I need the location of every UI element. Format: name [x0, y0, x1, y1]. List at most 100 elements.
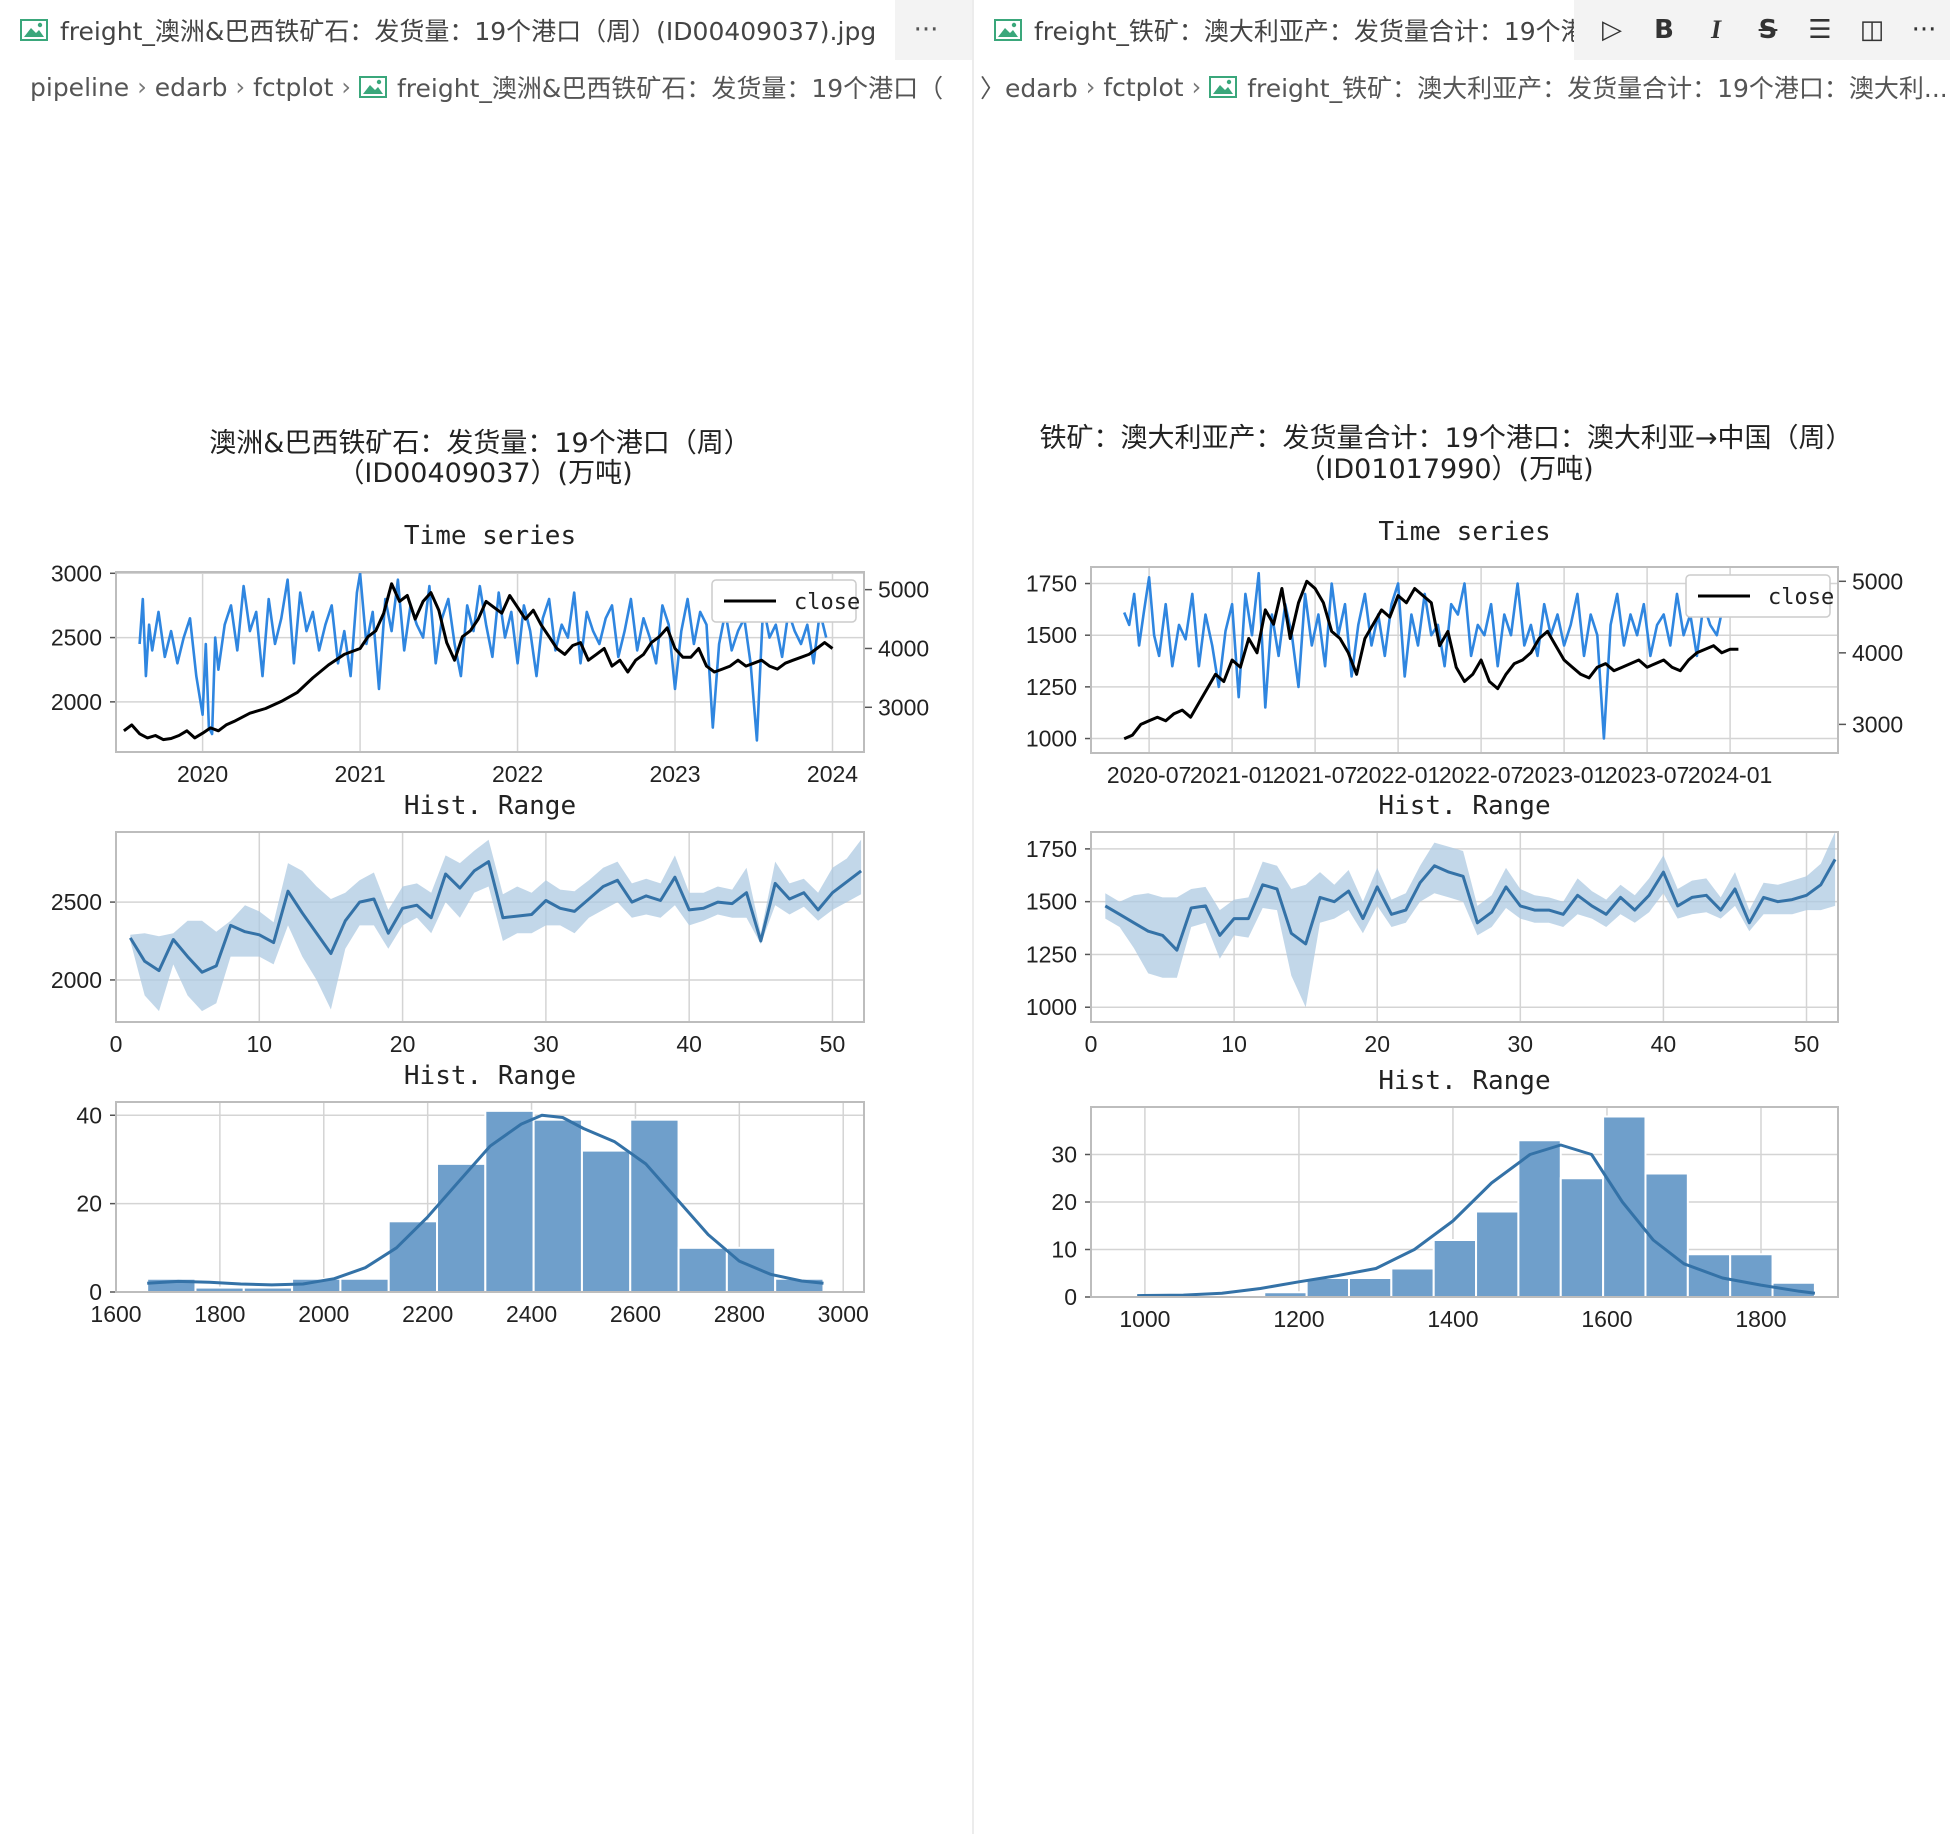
x-tick-label: 1200	[1273, 1306, 1324, 1332]
subplot-frame	[115, 831, 865, 1023]
breadcrumb-chevron-icon: ›	[1191, 73, 1202, 101]
right-tab-bar: freight_铁矿：澳大利亚产：发货量合计：19个港口：澳大利亚→中国（周）(…	[974, 0, 1950, 60]
histogram-bar	[339, 1277, 390, 1293]
histogram-bar	[484, 1109, 535, 1294]
x-tick-label: 2600	[610, 1301, 661, 1327]
value-series-line	[1122, 571, 1732, 740]
confidence-band	[130, 839, 862, 1012]
subplot-frame	[1090, 1106, 1839, 1298]
breadcrumb-item-fctplot[interactable]: fctplot	[253, 72, 334, 102]
histogram-bar	[1347, 1277, 1393, 1298]
x-tick-label: 40	[1651, 1031, 1677, 1057]
histogram-bar	[1390, 1267, 1435, 1298]
x-tick-label: 2021-01	[1190, 762, 1274, 788]
y-tick-label: 0	[1064, 1284, 1077, 1310]
x-tick-label: 3000	[818, 1301, 869, 1327]
legend-label: close	[794, 590, 860, 615]
legend-box	[1685, 574, 1831, 618]
breadcrumb-chevron-icon: ›	[1085, 73, 1096, 101]
x-tick-label: 30	[1508, 1031, 1534, 1057]
histogram-bar	[629, 1118, 680, 1294]
histogram-bar	[1559, 1177, 1605, 1298]
strikethrough-button[interactable]: S	[1758, 15, 1778, 45]
subplot-title: Time series	[1378, 517, 1550, 547]
y-tick-label: 40	[76, 1102, 102, 1128]
subplot-2: Hist. Range 0 10 20 30 40 50 1000 1250 1500 1750	[1026, 791, 1839, 1057]
pane-divider[interactable]	[972, 0, 974, 1834]
y2-tick-label: 3000	[1852, 711, 1903, 737]
left-tab-more-button[interactable]: ···	[896, 0, 956, 60]
image-file-icon	[1209, 76, 1238, 98]
bold-button[interactable]: B	[1654, 15, 1674, 45]
y-tick-label: 30	[1051, 1142, 1077, 1168]
subplot-frame	[1090, 831, 1839, 1023]
breadcrumb-item-fctplot[interactable]: fctplot	[1103, 72, 1184, 102]
figure-title-line2: （ID01017990）(万吨)	[1298, 454, 1593, 485]
y-tick-label: 2000	[51, 689, 102, 715]
histogram-bar	[1517, 1139, 1562, 1298]
x-tick-label: 1000	[1119, 1306, 1170, 1332]
right-image-tab[interactable]: freight_铁矿：澳大利亚产：发货量合计：19个港口：澳大利亚→中国（周）(…	[974, 0, 1574, 60]
x-tick-label: 10	[1221, 1031, 1247, 1057]
y2-tick-label: 3000	[878, 694, 929, 720]
x-tick-label: 2020	[177, 761, 228, 787]
y-tick-label: 2000	[51, 967, 102, 993]
subplot-title: Time series	[404, 521, 576, 551]
x-tick-label: 2021-07	[1273, 762, 1357, 788]
subplot-1: Time series 2020 2021 2022 2023 2024 2000 2500 3…	[51, 521, 929, 787]
breadcrumb-item-pipeline[interactable]: pipeline	[30, 72, 130, 102]
mean-line	[129, 860, 863, 974]
y-tick-label: 2500	[51, 889, 102, 915]
x-tick-label: 2400	[506, 1301, 557, 1327]
histogram-bar	[725, 1246, 777, 1294]
breadcrumb-chevron-icon: ›	[341, 73, 351, 101]
close-series-line	[1123, 579, 1739, 741]
confidence-band	[1105, 832, 1836, 1008]
italic-button[interactable]: I	[1710, 15, 1722, 44]
x-tick-label: 1800	[194, 1301, 245, 1327]
left-image-tab[interactable]: freight_澳洲&巴西铁矿石：发货量：19个港口（周）(ID00409037…	[0, 0, 895, 60]
subplot-3: Hist. Range 1600 1800 2000 2200 2400 2600 2800 3…	[76, 1061, 868, 1327]
x-tick-label: 20	[1364, 1031, 1390, 1057]
right-breadcrumb: 〉edarb › fctplot › freight_铁矿：澳大利亚产：发货量合…	[974, 62, 1950, 112]
split-editor-button[interactable]: ◫	[1859, 15, 1885, 45]
left-figure: 澳洲&巴西铁矿石：发货量：19个港口（周） （ID00409037）(万吨) T…	[51, 428, 929, 1327]
histogram-bar	[1475, 1210, 1520, 1298]
figure-title-line1: 铁矿：澳大利亚产：发货量合计：19个港口：澳大利亚→中国（周）	[1040, 423, 1853, 454]
breadcrumb-chevron-icon: ›	[235, 73, 246, 101]
histogram-bar	[1432, 1239, 1478, 1298]
x-tick-label: 2800	[714, 1301, 765, 1327]
breadcrumb-item-edarb[interactable]: 〉edarb	[980, 74, 1078, 103]
subplot-title: Hist. Range	[1378, 1066, 1550, 1096]
y-tick-label: 1750	[1026, 571, 1077, 597]
breadcrumb-item-file[interactable]: freight_澳洲&巴西铁矿石：发货量：19个港口（	[397, 74, 944, 103]
left-tab-title: freight_澳洲&巴西铁矿石：发货量：19个港口（周）(ID00409037…	[60, 17, 877, 46]
breadcrumb-item-edarb[interactable]: edarb	[154, 72, 228, 102]
x-tick-label: 10	[246, 1031, 272, 1057]
image-file-icon	[20, 19, 48, 41]
x-tick-label: 2020-07	[1107, 762, 1191, 788]
more-actions-button[interactable]: ···	[1911, 15, 1937, 45]
list-button[interactable]: ☰	[1808, 15, 1832, 45]
y-tick-label: 10	[1051, 1237, 1077, 1263]
subplot-1: Time series2020-072021-012021-072022-012…	[1026, 517, 1903, 788]
x-tick-label: 2023-07	[1605, 762, 1689, 788]
y-tick-label: 1500	[1026, 889, 1077, 915]
histogram-bar	[532, 1118, 583, 1294]
x-tick-label: 1600	[1581, 1306, 1632, 1332]
run-button[interactable]: ▷	[1602, 15, 1622, 45]
mean-line	[1104, 858, 1837, 952]
y-tick-label: 20	[76, 1191, 102, 1217]
subplot-frame	[115, 571, 865, 753]
histogram-bar	[436, 1162, 487, 1294]
histogram-bar	[1686, 1253, 1732, 1298]
breadcrumb-item-file[interactable]: freight_铁矿：澳大利亚产：发货量合计：19个港口：澳大利...	[1247, 74, 1948, 103]
subplot-title: Hist. Range	[404, 791, 576, 821]
x-tick-label: 40	[676, 1031, 702, 1057]
histogram-bar	[580, 1149, 632, 1293]
x-tick-label: 2021	[334, 761, 385, 787]
left-editor-pane: freight_澳洲&巴西铁矿石：发货量：19个港口（周）(ID00409037…	[0, 0, 972, 1834]
y-tick-label: 0	[89, 1279, 102, 1305]
editor-toolbar: ▷ B I S ☰ ◫ ···	[1578, 0, 1950, 60]
x-tick-label: 1400	[1427, 1306, 1478, 1332]
